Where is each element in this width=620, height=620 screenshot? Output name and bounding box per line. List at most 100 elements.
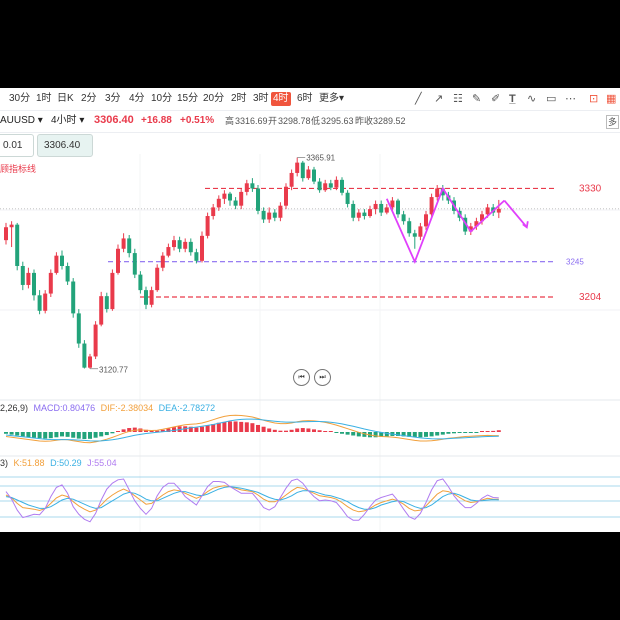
candle-body — [345, 192, 350, 204]
text-icon[interactable]: T̲ — [509, 93, 516, 105]
indicator-link[interactable]: 顾指标线 — [0, 164, 37, 174]
change: +16.88 — [141, 115, 172, 126]
candle-body — [166, 247, 171, 256]
macd-bar — [99, 432, 104, 437]
candle-body — [295, 162, 300, 173]
macd-bar — [9, 432, 14, 435]
candle-body — [205, 216, 210, 236]
candle-body — [418, 226, 423, 237]
low-annotation: 3120.77 — [99, 366, 128, 375]
candle-body — [250, 183, 255, 189]
prev-icon[interactable]: ⏮ — [293, 369, 310, 386]
tab-timeframe-13[interactable]: 更多▾ — [319, 93, 345, 104]
high-annotation: 3365.91 — [306, 154, 335, 163]
trend-line-icon[interactable]: ╱ — [415, 93, 422, 105]
candle-body — [76, 313, 81, 344]
wave-icon[interactable]: ∿ — [527, 93, 537, 105]
candle-body — [183, 241, 188, 249]
macd-bar — [323, 431, 328, 432]
macd-bar — [351, 432, 356, 436]
candle-body — [278, 205, 283, 218]
low-value: 3295.63 — [321, 116, 354, 126]
macd-bar — [71, 432, 76, 438]
candle-body — [26, 272, 31, 285]
macd-bar — [401, 432, 406, 437]
macd-bar — [250, 423, 255, 432]
fib-icon[interactable]: ☷ — [453, 93, 463, 105]
macd-bar — [289, 429, 294, 432]
candle-body — [43, 293, 48, 311]
candle-body — [373, 203, 378, 210]
macd-bar — [429, 432, 434, 437]
tab-timeframe-5[interactable]: 4分 — [129, 93, 145, 104]
candle-body — [396, 200, 400, 215]
chart-canvas[interactable]: 3330 3245 3204 3365.91 3120.77 — [0, 88, 620, 532]
candle-body — [32, 272, 36, 296]
tab-timeframe-8[interactable]: 20分 — [203, 93, 225, 104]
candle-body — [306, 169, 311, 179]
pen-icon[interactable]: ✎ — [472, 93, 482, 105]
macd-bar — [334, 432, 339, 433]
candle-body — [149, 290, 154, 305]
candle-body — [340, 179, 344, 193]
candle-body — [4, 227, 8, 241]
tab-timeframe-10[interactable]: 3时 — [253, 93, 269, 104]
brush-icon[interactable]: ✐ — [491, 93, 501, 105]
macd-bar — [60, 432, 64, 437]
macd-bar — [54, 432, 59, 438]
macd-bar — [284, 430, 288, 432]
candle-body — [9, 224, 14, 228]
candle-body — [37, 295, 42, 311]
tab-timeframe-1[interactable]: 1时 — [36, 93, 52, 104]
macd-bar — [485, 431, 490, 432]
tab-timeframe-9[interactable]: 2时 — [231, 93, 247, 104]
dots-icon[interactable]: ⋯ — [565, 93, 576, 105]
tab-timeframe-0[interactable]: 30分 — [9, 93, 31, 104]
candle-body — [300, 162, 305, 179]
candle-body — [379, 203, 384, 213]
high-value: 3316.69 — [235, 116, 268, 126]
candle-body — [401, 214, 406, 222]
corner-toggle[interactable]: 多 — [606, 115, 620, 129]
ray-icon[interactable]: ↗ — [434, 93, 444, 105]
projection-wave — [385, 186, 506, 265]
candle-body — [60, 255, 64, 266]
candle-body — [160, 255, 165, 268]
next-icon[interactable]: ⏭ — [314, 369, 331, 386]
macd-bar — [261, 426, 266, 432]
tab-timeframe-7[interactable]: 15分 — [177, 93, 199, 104]
price-input[interactable]: 3306.40 — [37, 134, 93, 157]
macd-bar — [93, 432, 98, 438]
macd-bar — [468, 432, 473, 433]
tab-timeframe-4[interactable]: 3分 — [105, 93, 121, 104]
macd-bar — [474, 432, 479, 433]
k-value: K:51.88 — [13, 458, 45, 468]
tab-timeframe-11[interactable]: 4时 — [271, 92, 291, 106]
candle-body — [334, 179, 339, 188]
layout-icon[interactable]: ▦ — [606, 93, 617, 105]
macd-bar — [194, 427, 199, 432]
candle-body — [368, 209, 372, 217]
macd-bar — [166, 428, 171, 432]
tab-timeframe-2[interactable]: 日K — [57, 93, 74, 104]
tab-timeframe-12[interactable]: 6时 — [297, 93, 313, 104]
candle-body — [216, 198, 221, 208]
macd-bar — [48, 432, 53, 439]
candle-body — [110, 272, 115, 310]
symbol-select[interactable]: AUUSD ▾ — [0, 115, 43, 126]
rect-icon[interactable]: ▭ — [546, 93, 557, 105]
interval-select[interactable]: 4小时 ▾ — [51, 115, 85, 126]
edit-icon[interactable]: ⊡ — [589, 93, 599, 105]
tab-timeframe-3[interactable]: 2分 — [81, 93, 97, 104]
candle-body — [261, 210, 266, 220]
macd-bar — [216, 422, 221, 432]
candle-body — [211, 207, 216, 217]
j-value: J:55.04 — [87, 458, 117, 468]
macd-bar — [272, 429, 277, 432]
tab-timeframe-6[interactable]: 10分 — [151, 93, 173, 104]
candle-body — [256, 188, 260, 211]
lots-input[interactable]: 0.01 — [0, 134, 34, 157]
macd-bar — [110, 432, 115, 434]
macd-bar — [205, 425, 210, 432]
candle-body — [284, 186, 288, 206]
